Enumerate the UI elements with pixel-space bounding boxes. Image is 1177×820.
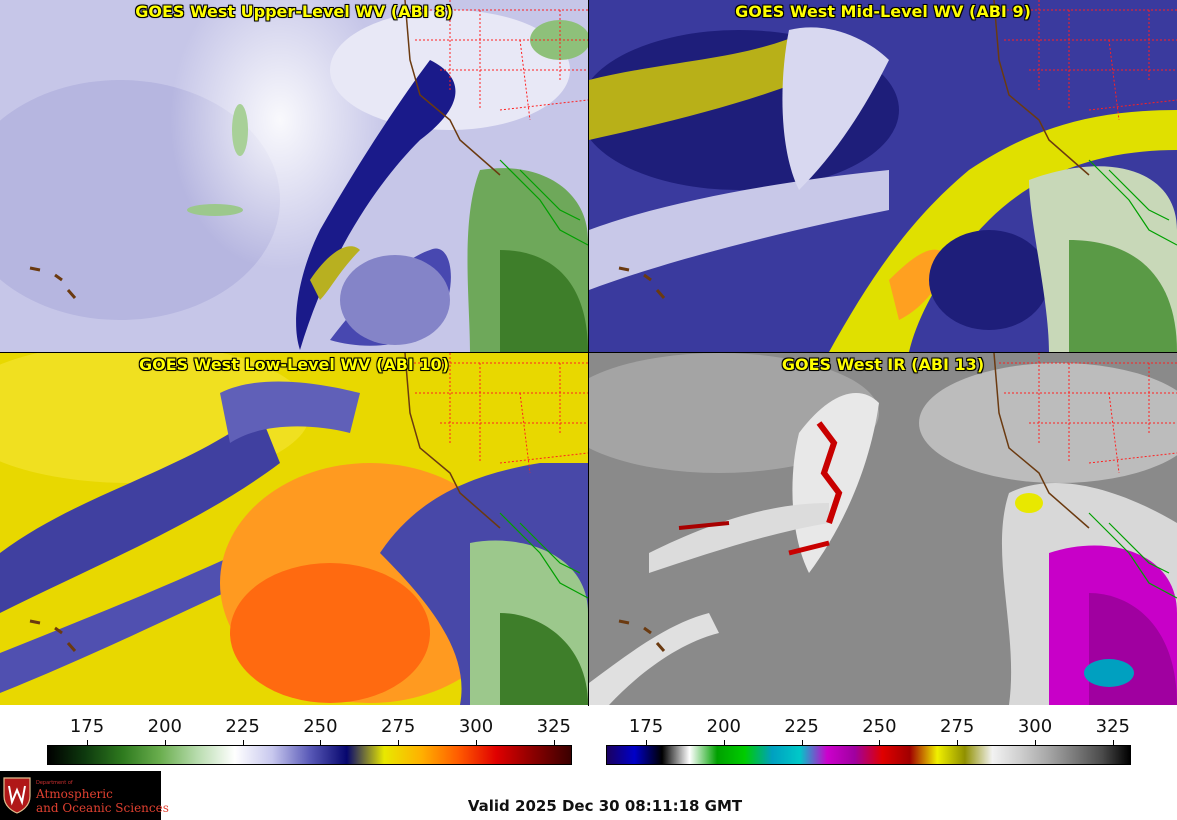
scale-tick-mark [320, 740, 322, 746]
low-level-wv-panel: GOES West Low-Level WV (ABI 10) [0, 353, 588, 705]
scale-tick-label: 300 [458, 716, 494, 737]
scale-tick-mark [1112, 740, 1114, 746]
scale-tick-mark [1035, 740, 1036, 746]
scale-tick-label: 175 [69, 716, 105, 737]
logo-dept-text: Department of [36, 780, 73, 786]
ir-scale-ticks: 175 200 225 250 275 300 325 [606, 706, 1131, 746]
scale-tick-label: 325 [1095, 716, 1130, 737]
scale-tick-label: 225 [784, 716, 819, 737]
scale-tick-label: 175 [628, 716, 664, 737]
ir-panel: GOES West IR (ABI 13) [589, 353, 1177, 705]
scale-tick-mark [242, 740, 244, 746]
scale-tick-mark [801, 740, 803, 746]
upper-level-wv-image [0, 0, 588, 352]
scale-tick-label: 325 [536, 716, 571, 737]
scale-tick-mark [957, 740, 959, 746]
panel-title: GOES West IR (ABI 13) [781, 355, 985, 374]
upper-level-wv-panel: GOES West Upper-Level WV (ABI 8) [0, 0, 588, 352]
scale-tick-label: 200 [147, 716, 182, 737]
ir-colorbar [606, 745, 1131, 765]
scale-tick-mark [87, 740, 88, 746]
scale-tick-label: 300 [1017, 716, 1053, 737]
mid-level-wv-panel: GOES West Mid-Level WV (ABI 9) [589, 0, 1177, 352]
uw-seal-icon [3, 777, 31, 814]
scale-tick-mark [879, 740, 881, 746]
panel-divider [0, 352, 1177, 353]
scale-tick-label: 275 [940, 716, 975, 737]
scale-tick-mark [164, 740, 166, 746]
wv-colorbar [47, 745, 572, 765]
logo-line-2: and Oceanic Sciences [36, 801, 169, 815]
wv-temperature-scale: 175 200 225 250 275 300 325 [47, 706, 572, 766]
ir-image [589, 353, 1177, 705]
panel-title: GOES West Mid-Level WV (ABI 9) [735, 2, 1031, 21]
scale-tick-mark [553, 740, 555, 746]
scale-tick-label: 275 [381, 716, 416, 737]
ir-temperature-scale: 175 200 225 250 275 300 325 [606, 706, 1131, 766]
scale-tick-label: 225 [225, 716, 260, 737]
scale-tick-mark [476, 740, 477, 746]
panel-title: GOES West Low-Level WV (ABI 10) [138, 355, 449, 374]
mid-level-wv-image [589, 0, 1177, 352]
panel-divider [588, 0, 589, 706]
scale-tick-label: 250 [303, 716, 338, 737]
scale-tick-mark [723, 740, 725, 746]
logo-line-1: Atmospheric [36, 787, 113, 801]
scale-tick-mark [646, 740, 647, 746]
scale-tick-label: 200 [706, 716, 741, 737]
aos-logo[interactable]: Department of Atmospheric and Oceanic Sc… [0, 771, 169, 820]
panel-title: GOES West Upper-Level WV (ABI 8) [135, 2, 453, 21]
valid-time: Valid 2025 Dec 30 08:11:18 GMT [467, 797, 743, 815]
scale-tick-label: 250 [862, 716, 897, 737]
low-level-wv-image [0, 353, 588, 705]
wv-scale-ticks: 175 200 225 250 275 300 325 [47, 706, 572, 746]
scale-tick-mark [398, 740, 400, 746]
